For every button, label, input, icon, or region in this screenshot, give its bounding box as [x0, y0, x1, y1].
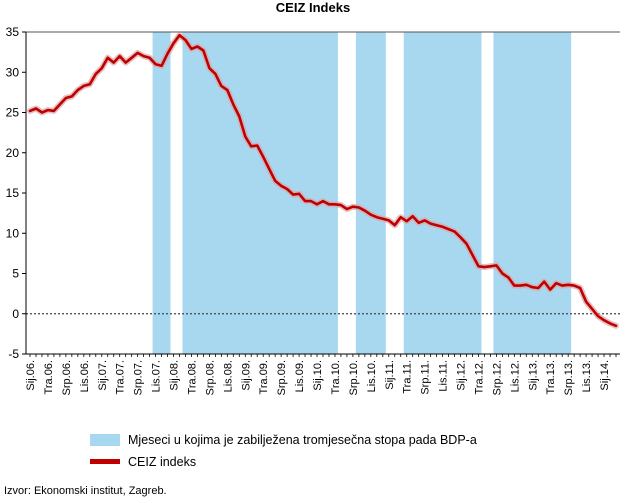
y-tick-label: 25: [6, 106, 20, 120]
x-tick-label: Tra.08.: [186, 360, 198, 394]
x-tick-label: Sij.13.: [527, 360, 539, 391]
y-ticks-group: -5 0 5 10 15 20 25 30 35: [6, 25, 26, 361]
recession-band-0: [152, 32, 171, 354]
legend-swatch-line: [90, 459, 120, 464]
x-tick-label: Sij.10.: [312, 360, 324, 391]
x-tick-label: Sij.09.: [240, 360, 252, 391]
x-tick-label: Tra.11.: [402, 360, 414, 394]
x-tick-label: Lis.10.: [366, 360, 378, 392]
x-tick-label: Srp.08.: [204, 360, 216, 395]
legend: Mjeseci u kojima je zabilježena tromjese…: [90, 433, 477, 469]
grid-group: [26, 31, 620, 315]
y-tick-label: 15: [6, 186, 20, 200]
x-tick-label: Lis.06.: [79, 360, 91, 392]
legend-label-line: CEIZ indeks: [128, 455, 196, 469]
y-tick-label: -5: [8, 347, 19, 361]
x-tick-label: Tra.12.: [473, 360, 485, 394]
series-group: [27, 32, 619, 329]
x-tick-label: Srp.13.: [563, 360, 575, 395]
y-tick-label: 10: [6, 226, 20, 240]
x-tick-label: Srp.11.: [420, 360, 432, 395]
y-tick-label: 5: [12, 267, 19, 281]
recession-band-4: [493, 32, 572, 354]
x-tick-label: Srp.07.: [133, 360, 145, 395]
x-tick-label: Lis.07.: [151, 360, 163, 392]
x-tick-label: Sij.08.: [169, 360, 181, 391]
recession-band-1: [182, 32, 338, 354]
x-tick-label: Sij.11.: [384, 360, 396, 390]
x-tick-label: Lis.13.: [581, 360, 593, 392]
x-tick-label: Tra.07.: [115, 360, 127, 394]
y-tick-label: 35: [6, 25, 20, 39]
recession-shading-group: [152, 32, 572, 354]
x-tick-label: Tra.10.: [330, 360, 342, 394]
x-tick-label: Lis.09.: [294, 360, 306, 392]
source-note: Izvor: Ekonomski institut, Zagreb.: [4, 485, 167, 497]
recession-band-3: [403, 32, 482, 354]
x-tick-label: Lis.08.: [222, 360, 234, 392]
x-tick-label: Tra.06.: [43, 360, 55, 394]
y-tick-label: 30: [6, 65, 20, 79]
chart-title: CEIZ Indeks: [276, 0, 350, 15]
x-tick-label: Sij.07.: [97, 360, 109, 391]
x-ticks-group: Sij.06. Tra.06. Srp.06. Lis.06. Sij.07. Tra.0…: [25, 354, 617, 395]
x-tick-label: Tra.09.: [258, 360, 270, 394]
y-tick-label: 20: [6, 146, 20, 160]
x-tick-label: Srp.12.: [491, 360, 503, 395]
x-tick-label: Lis.11.: [438, 360, 450, 392]
x-tick-label: Sij.06.: [25, 360, 37, 391]
x-tick-label: Srp.06.: [61, 360, 73, 395]
x-tick-label: Lis.12.: [509, 360, 521, 392]
recession-band-2: [355, 32, 386, 354]
x-tick-label: Sij.14.: [599, 360, 611, 391]
legend-swatch-shading: [90, 434, 120, 446]
y-tick-label: 0: [12, 307, 19, 321]
x-tick-label: Srp.09.: [276, 360, 288, 395]
legend-label-shading: Mjeseci u kojima je zabilježena tromjese…: [128, 433, 477, 447]
x-tick-label: Sij.12.: [456, 360, 468, 391]
x-tick-label: Tra.13.: [545, 360, 557, 394]
x-tick-label: Srp.10.: [348, 360, 360, 395]
